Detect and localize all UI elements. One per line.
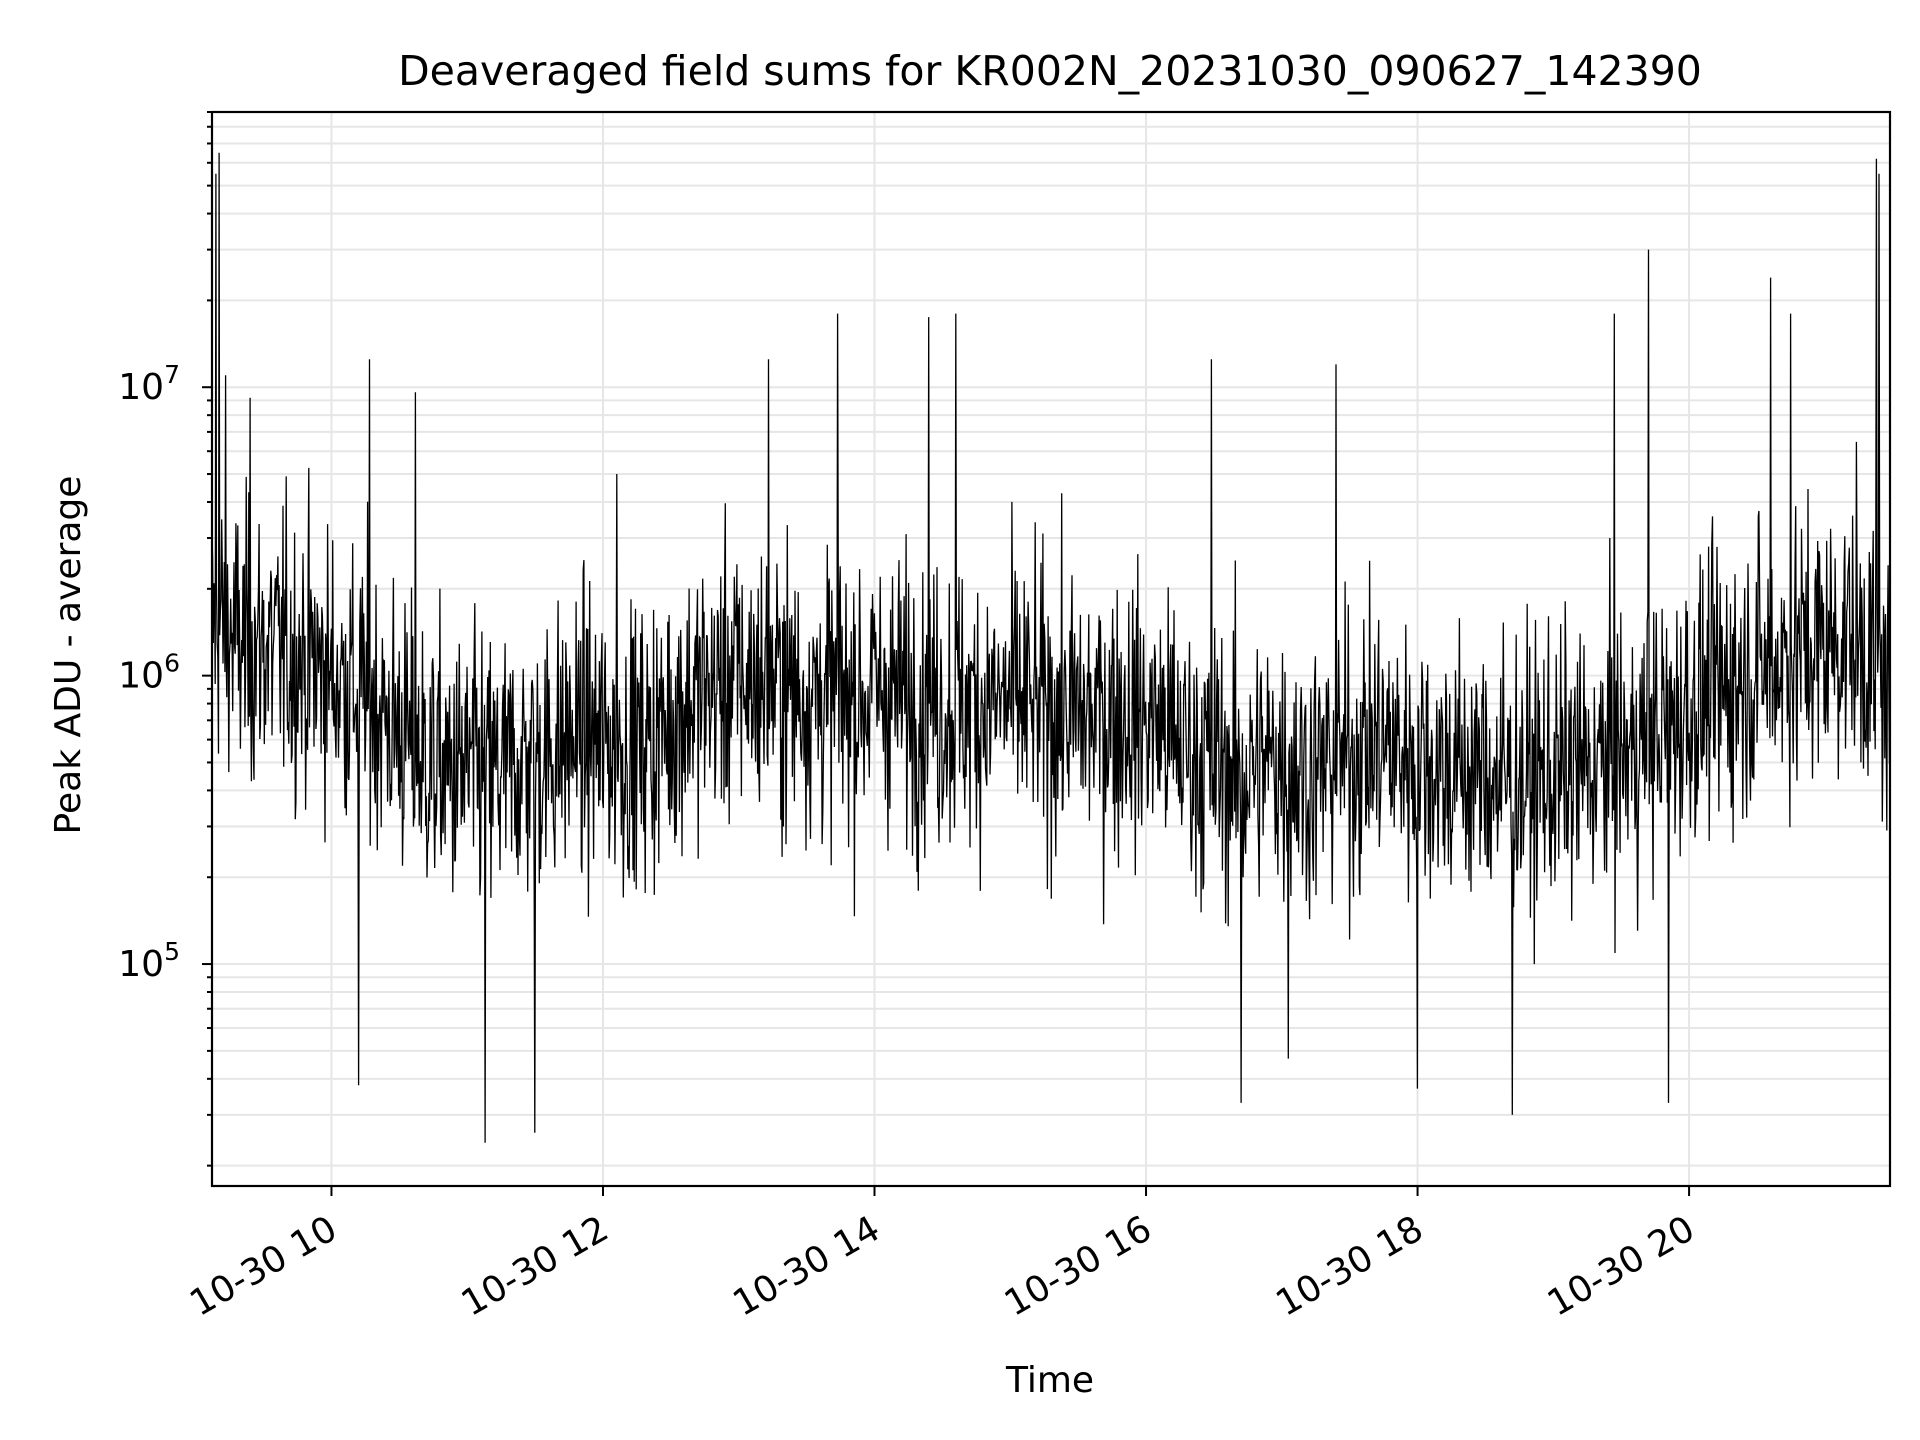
x-axis-label: Time: [1005, 1360, 1094, 1401]
series-line: [211, 152, 1891, 1143]
series-line-group: [211, 152, 1891, 1143]
y-axis: 105 106 107: [118, 111, 212, 1167]
y-tick-label: 106: [118, 649, 180, 697]
plot-frame: [210, 110, 1892, 1188]
y-axis-label: Peak ADU - average: [48, 476, 89, 835]
y-tick-label: 105: [118, 937, 180, 985]
y-tick-label: 107: [118, 360, 180, 408]
chart-title: Deaveraged field sums for KR002N_2023103…: [398, 47, 1702, 95]
